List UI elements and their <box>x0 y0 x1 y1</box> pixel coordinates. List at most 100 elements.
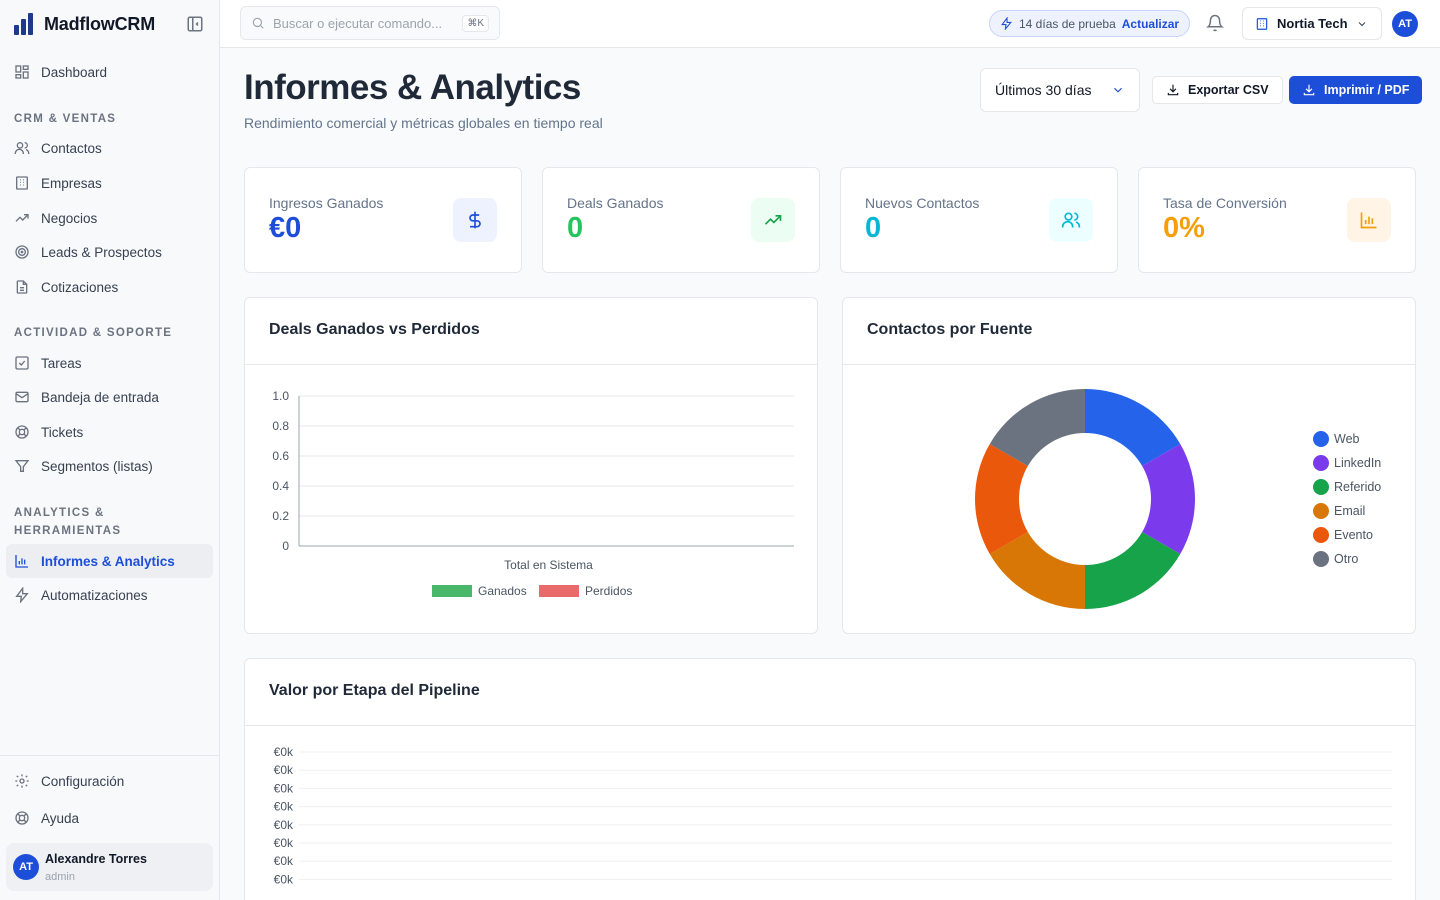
print-pdf-button[interactable]: Imprimir / PDF <box>1289 76 1423 104</box>
sidebar-item-tareas[interactable]: Tareas <box>6 346 213 380</box>
sidebar-item-label: Empresas <box>41 175 102 191</box>
y-tick-label: €0k <box>274 836 294 850</box>
legend-label: Otro <box>1334 552 1358 566</box>
kpi-label: Tasa de Conversión <box>1163 195 1287 211</box>
sidebar-item-label: Negocios <box>41 210 98 226</box>
logo-icon <box>14 13 34 35</box>
legend-label: Referido <box>1334 480 1381 494</box>
legend-swatch <box>432 585 472 597</box>
sidebar-item-leads[interactable]: Leads & Prospectos <box>6 235 213 269</box>
kpi-value: 0 <box>567 212 584 244</box>
search-input[interactable]: Buscar o ejecutar comando... ⌘K <box>240 6 500 40</box>
user-card[interactable]: AT Alexandre Torres admin <box>6 843 213 891</box>
y-tick-label: 0.2 <box>272 509 289 523</box>
topbar: Buscar o ejecutar comando... ⌘K 14 días … <box>220 0 1440 48</box>
sidebar-item-informes[interactable]: Informes & Analytics <box>6 544 213 578</box>
page-title: Informes & Analytics <box>244 68 581 107</box>
kpi-card-deals: Deals Ganados 0 <box>542 167 820 273</box>
page-subtitle: Rendimiento comercial y métricas globale… <box>244 115 603 131</box>
export-csv-button[interactable]: Exportar CSV <box>1152 76 1283 104</box>
kpi-card-ingresos: Ingresos Ganados €0 <box>244 167 522 273</box>
dashboard-icon <box>15 65 29 79</box>
mail-icon <box>15 391 29 403</box>
search-icon <box>252 17 264 29</box>
trial-badge: 14 días de prueba Actualizar <box>989 10 1191 37</box>
kpi-value: €0 <box>269 212 302 244</box>
file-text-icon <box>16 280 28 294</box>
check-square-icon <box>15 356 29 370</box>
user-name: Alexandre Torres <box>45 852 147 866</box>
download-icon <box>1167 84 1179 96</box>
legend-swatch <box>1313 551 1329 567</box>
sidebar-item-cotizaciones[interactable]: Cotizaciones <box>6 270 213 304</box>
target-icon <box>15 245 29 259</box>
sidebar-item-automatizaciones[interactable]: Automatizaciones <box>6 578 213 612</box>
kpi-value: 0 <box>865 212 882 244</box>
slice-referido <box>1085 532 1181 609</box>
sidebar-collapse-icon[interactable] <box>186 15 204 33</box>
sidebar-item-dashboard[interactable]: Dashboard <box>6 55 213 89</box>
sidebar-item-ayuda[interactable]: Ayuda <box>6 801 213 835</box>
y-tick-label: €0k <box>274 854 294 868</box>
trial-text: 14 días de prueba <box>1019 16 1116 31</box>
kpi-label: Deals Ganados <box>567 195 664 211</box>
org-switcher[interactable]: Nortia Tech <box>1242 7 1382 40</box>
slice-linkedin <box>1142 444 1195 554</box>
user-role: admin <box>45 871 75 883</box>
zap-icon <box>1001 17 1012 30</box>
users-icon <box>1049 198 1093 242</box>
upgrade-link[interactable]: Actualizar <box>1121 16 1180 31</box>
users-icon <box>14 142 30 154</box>
sidebar: MadflowCRM Dashboard CRM & Ventas Contac… <box>0 0 220 900</box>
pipeline-bar-chart: €0k €0k €0k €0k €0k €0k €0k €0k <box>274 745 1392 886</box>
sidebar-item-label: Dashboard <box>41 64 108 80</box>
y-tick-label: €0k <box>274 800 294 814</box>
bell-icon[interactable] <box>1206 14 1224 32</box>
card-divider <box>245 725 1415 726</box>
sidebar-item-segmentos[interactable]: Segmentos (listas) <box>6 449 213 483</box>
bar-chart-icon <box>15 555 28 568</box>
app-name: MadflowCRM <box>44 13 155 34</box>
brand[interactable]: MadflowCRM <box>14 12 155 36</box>
kpi-label: Nuevos Contactos <box>865 195 980 211</box>
card-divider <box>843 364 1415 365</box>
legend-label: Web <box>1334 432 1360 446</box>
y-tick-label: €0k <box>274 818 294 832</box>
filter-icon <box>14 460 30 472</box>
chevron-down-icon <box>1358 21 1365 26</box>
card-divider <box>245 364 817 365</box>
legend-label: Ganados <box>478 584 527 598</box>
sidebar-item-empresas[interactable]: Empresas <box>6 166 213 200</box>
help-icon <box>15 811 29 825</box>
legend-swatch <box>1313 527 1329 543</box>
nav-section-title: Actividad & Soporte <box>14 327 173 339</box>
y-tick-label: €0k <box>274 763 294 777</box>
sources-chart-card: Contactos por Fuente Web LinkedIn Referido… <box>842 297 1416 634</box>
sidebar-item-configuracion[interactable]: Configuración <box>6 764 213 798</box>
sidebar-item-tickets[interactable]: Tickets <box>6 415 213 449</box>
kpi-card-conversion: Tasa de Conversión 0% <box>1138 167 1416 273</box>
sidebar-item-bandeja[interactable]: Bandeja de entrada <box>6 380 213 414</box>
life-buoy-icon <box>15 425 29 439</box>
sidebar-divider <box>0 755 219 756</box>
avatar[interactable]: AT <box>1392 11 1418 37</box>
shortcut-badge: ⌘K <box>462 14 489 32</box>
sidebar-item-negocios[interactable]: Negocios <box>6 201 213 235</box>
legend-swatch <box>1313 455 1329 471</box>
kpi-value: 0% <box>1163 212 1205 244</box>
sidebar-item-label: Configuración <box>41 773 125 789</box>
deals-chart-card: Deals Ganados vs Perdidos 0 0.2 0.4 0.6 0.8 1… <box>244 297 818 634</box>
sidebar-item-label: Tickets <box>41 424 84 440</box>
sidebar-item-label: Cotizaciones <box>41 279 119 295</box>
sidebar-item-label: Segmentos (listas) <box>41 458 153 474</box>
sidebar-item-label: Informes & Analytics <box>41 553 175 569</box>
gear-icon <box>15 774 29 788</box>
sidebar-item-contactos[interactable]: Contactos <box>6 131 213 165</box>
trending-up-icon <box>15 214 29 222</box>
kpi-card-contactos: Nuevos Contactos 0 <box>840 167 1118 273</box>
date-range-select[interactable]: Últimos 30 días <box>980 68 1140 112</box>
nav-section-title: Analytics & Herramientas <box>14 507 122 537</box>
y-tick-label: €0k <box>274 781 294 795</box>
building-icon <box>16 176 28 190</box>
nav-section-title: CRM & Ventas <box>14 113 117 125</box>
